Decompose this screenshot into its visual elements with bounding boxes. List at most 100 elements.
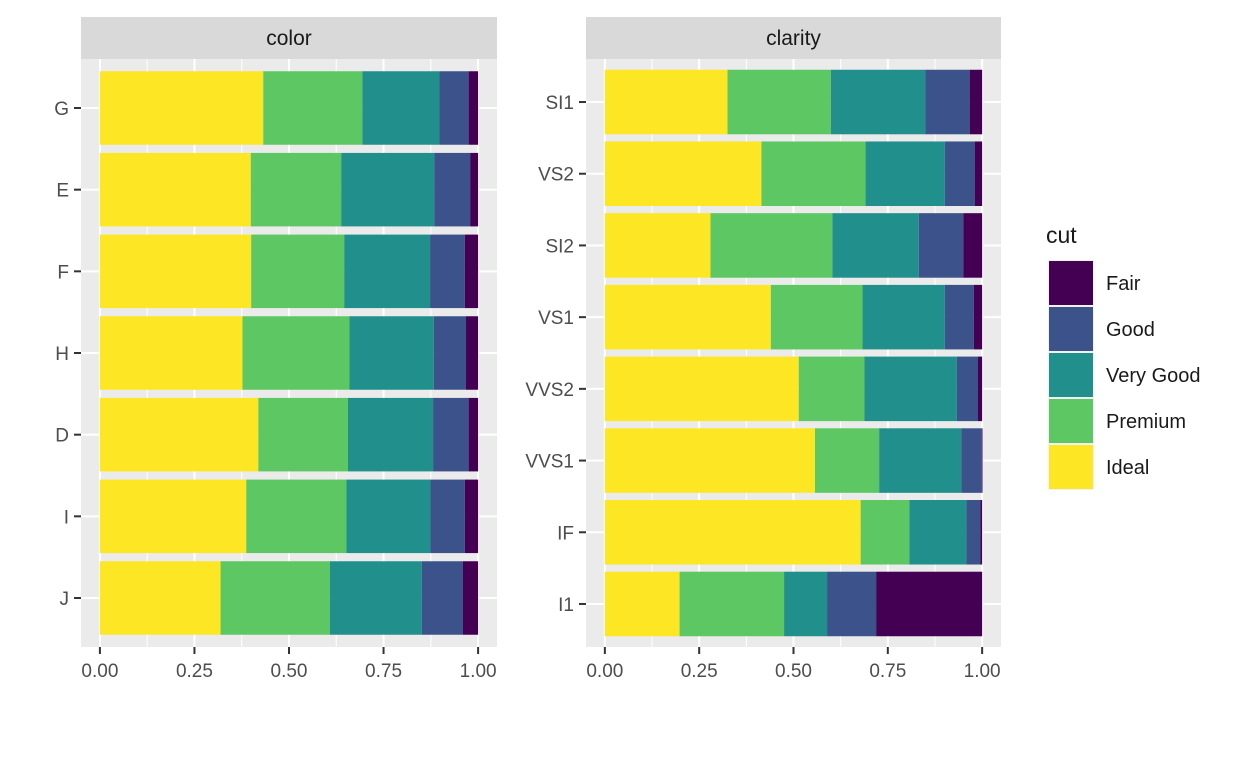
x-tick-label: 0.00 — [586, 661, 623, 682]
x-tick-label: 0.00 — [81, 661, 118, 682]
bar-SI2-ideal — [604, 213, 711, 278]
bar-SI1-ideal — [604, 69, 728, 135]
bar-IF-fair — [980, 500, 983, 565]
bar-G-premium — [263, 71, 363, 145]
bar-VS2-ideal — [604, 141, 762, 206]
bar-VVS1-very-good — [879, 428, 962, 493]
bar-VVS2-premium — [798, 356, 865, 422]
legend-label: Very Good — [1106, 365, 1201, 387]
facet-strip — [586, 17, 1001, 59]
bar-D-good — [433, 397, 469, 472]
bar-VS1-premium — [770, 284, 863, 350]
legend-key-good — [1049, 307, 1093, 351]
bar-H-premium — [242, 316, 350, 390]
bar-H-fair — [465, 316, 479, 390]
bar-VVS2-ideal — [604, 356, 799, 422]
legend-label: Good — [1106, 319, 1155, 341]
y-tick-label: VVS1 — [525, 452, 574, 473]
bar-H-very-good — [349, 316, 434, 390]
bar-IF-very-good — [909, 500, 967, 565]
y-tick-label: SI1 — [545, 93, 574, 114]
bar-I-fair — [464, 479, 479, 554]
facet-strip — [81, 17, 497, 59]
bar-F-good — [430, 234, 465, 309]
facet-strip-label: clarity — [766, 27, 821, 50]
x-tick-label: 0.25 — [681, 661, 718, 682]
bar-D-ideal — [99, 397, 259, 472]
y-tick-label: I — [64, 507, 69, 528]
bar-VS2-premium — [761, 141, 866, 206]
y-tick-label: VS2 — [538, 165, 574, 186]
bar-VVS2-very-good — [864, 356, 957, 422]
x-tick-label: 0.75 — [365, 661, 402, 682]
y-tick-label: G — [54, 99, 69, 120]
bar-D-premium — [258, 397, 348, 472]
bar-VVS1-ideal — [604, 428, 816, 493]
bar-I1-fair — [876, 571, 983, 637]
x-tick-label: 0.75 — [869, 661, 906, 682]
bar-SI2-very-good — [832, 213, 919, 278]
y-tick-label: VS1 — [538, 308, 574, 329]
y-tick-label: E — [56, 181, 69, 202]
bar-I-good — [430, 479, 465, 554]
facet-panel-color: color G E F H D I J 0.00 0.25 0.50 0.75 1.00 — [54, 17, 497, 682]
bar-D-very-good — [347, 397, 434, 472]
bar-VS2-good — [944, 141, 975, 206]
bar-VVS1-premium — [815, 428, 880, 493]
legend-label: Ideal — [1106, 457, 1149, 479]
bar-J-fair — [462, 561, 479, 635]
y-tick-label: H — [55, 344, 69, 365]
bar-D-fair — [468, 397, 479, 472]
bar-SI2-premium — [710, 213, 833, 278]
bar-E-fair — [470, 152, 479, 227]
bar-SI1-very-good — [830, 69, 926, 135]
legend-title: cut — [1046, 222, 1077, 248]
bar-VS1-ideal — [604, 284, 771, 350]
y-tick-label: F — [57, 262, 69, 283]
bar-F-premium — [251, 234, 345, 309]
bar-J-good — [421, 561, 463, 635]
x-tick-label: 0.50 — [775, 661, 812, 682]
bar-SI1-good — [925, 69, 970, 135]
x-tick-label: 1.00 — [460, 661, 497, 682]
bar-I1-premium — [679, 571, 785, 637]
legend-key-fair — [1049, 261, 1093, 305]
bar-E-good — [434, 152, 471, 227]
bar-J-premium — [220, 561, 330, 635]
x-tick-label: 0.50 — [271, 661, 308, 682]
y-tick-label: IF — [557, 523, 574, 544]
bar-F-fair — [464, 234, 479, 309]
bar-I-very-good — [346, 479, 431, 554]
bar-SI2-fair — [963, 213, 983, 278]
bar-VVS2-fair — [977, 356, 983, 422]
bar-VVS2-good — [956, 356, 978, 422]
y-tick-label: J — [60, 589, 70, 610]
bar-G-good — [439, 71, 469, 145]
bar-VS1-good — [944, 284, 974, 350]
legend-label: Premium — [1106, 411, 1186, 433]
bar-I-premium — [246, 479, 347, 554]
bar-I1-good — [827, 571, 877, 637]
bar-E-very-good — [341, 152, 435, 227]
bar-G-fair — [468, 71, 479, 145]
bar-F-ideal — [99, 234, 252, 309]
bar-E-ideal — [99, 152, 251, 227]
bar-IF-ideal — [604, 500, 861, 565]
legend-key-very-good — [1049, 353, 1093, 397]
bar-J-ideal — [99, 561, 221, 635]
bar-VS2-fair — [974, 141, 983, 206]
bar-SI1-fair — [969, 69, 983, 135]
bar-VVS1-good — [961, 428, 982, 493]
y-tick-label: VVS2 — [525, 380, 574, 401]
y-tick-label: D — [55, 426, 69, 447]
bar-VS2-very-good — [865, 141, 945, 206]
facet-panel-clarity: clarity SI1 VS2 SI2 VS1 VVS2 VVS1 IF I1 0.00 0.25 0… — [525, 17, 1001, 682]
bar-SI1-premium — [727, 69, 831, 135]
bar-VS1-very-good — [862, 284, 945, 350]
legend-key-premium — [1049, 399, 1093, 443]
bar-G-ideal — [99, 71, 264, 145]
legend-key-ideal — [1049, 445, 1093, 489]
legend: cut Fair Good Very Good Premium Ideal — [1046, 222, 1201, 490]
